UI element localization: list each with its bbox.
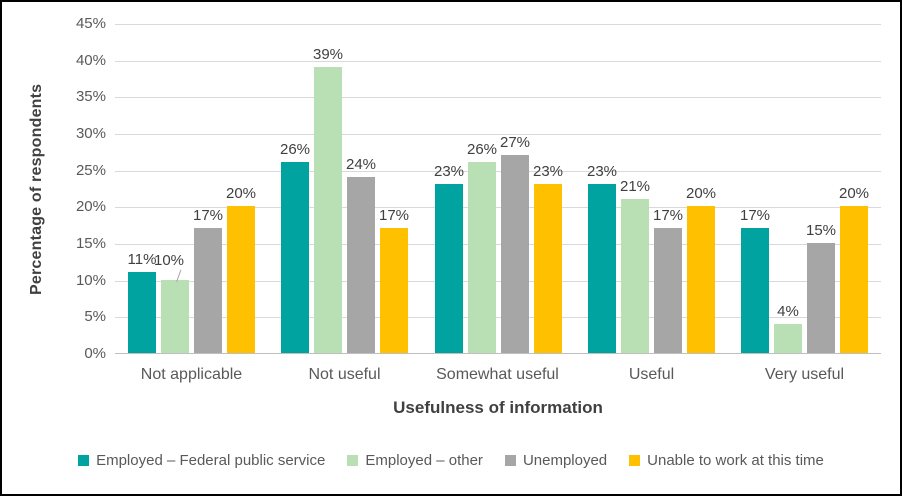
gridline bbox=[115, 134, 881, 135]
bar-not-useful-s2 bbox=[347, 177, 375, 353]
legend-item: Employed – Federal public service bbox=[78, 452, 325, 469]
bar-data-label: 11% bbox=[127, 251, 157, 268]
bar-data-label: 23% bbox=[433, 163, 465, 180]
bar-data-label: 21% bbox=[619, 178, 651, 195]
y-tick-label: 0% bbox=[84, 345, 106, 362]
bar-data-label: 39% bbox=[312, 46, 344, 63]
bar-data-label: 26% bbox=[466, 141, 498, 158]
bar-data-label: 4% bbox=[777, 303, 799, 320]
bar-data-label: 23% bbox=[586, 163, 618, 180]
legend-label: Employed – other bbox=[365, 452, 483, 469]
y-tick-label: 10% bbox=[75, 272, 106, 289]
legend-label: Employed – Federal public service bbox=[96, 452, 326, 469]
legend-item: Unemployed bbox=[504, 452, 608, 469]
x-axis-line bbox=[115, 353, 881, 354]
y-tick-label: 30% bbox=[75, 125, 106, 142]
legend-label: Unemployed bbox=[522, 452, 608, 469]
bar-somewhat-useful-s2 bbox=[501, 155, 529, 353]
bar-data-label: 26% bbox=[279, 141, 311, 158]
legend-swatch bbox=[78, 455, 90, 466]
bar-useful-s2 bbox=[654, 228, 682, 353]
bar-data-label: 17% bbox=[739, 207, 771, 224]
bar-very-useful-s2 bbox=[807, 243, 835, 353]
bar-not-applicable-s3 bbox=[227, 206, 255, 353]
plot-area: 11% 10% 17% 20% 26% 39% 24% 17% 23% 26% 27% 23% 23% 2… bbox=[115, 24, 881, 354]
y-tick-label: 20% bbox=[75, 198, 106, 215]
legend-item: Employed – other bbox=[347, 452, 483, 469]
gridline bbox=[115, 24, 881, 25]
bar-useful-s0 bbox=[588, 184, 616, 353]
bar-data-label: 24% bbox=[345, 156, 377, 173]
bar-somewhat-useful-s0 bbox=[435, 184, 463, 353]
bar-data-label: 17% bbox=[378, 207, 410, 224]
gridline bbox=[115, 61, 881, 62]
bar-not-applicable-s2 bbox=[194, 228, 222, 353]
legend-swatch bbox=[347, 455, 359, 466]
y-tick-label: 35% bbox=[75, 88, 106, 105]
y-tick-label: 45% bbox=[75, 15, 106, 32]
x-category-label: Not useful bbox=[308, 366, 381, 383]
gridline bbox=[115, 207, 881, 208]
y-tick-label: 5% bbox=[84, 308, 106, 325]
bar-not-useful-s0 bbox=[281, 162, 309, 353]
y-tick-label: 25% bbox=[75, 162, 106, 179]
legend-item: Unable to work at this time bbox=[629, 452, 824, 469]
bar-not-useful-s1 bbox=[314, 67, 342, 353]
legend-label: Unable to work at this time bbox=[647, 452, 824, 469]
gridline bbox=[115, 244, 881, 245]
bar-data-label: 17% bbox=[192, 207, 224, 224]
y-tick-label: 15% bbox=[75, 235, 106, 252]
gridline bbox=[115, 281, 881, 282]
bar-somewhat-useful-s1 bbox=[468, 162, 496, 353]
bar-data-label: 23% bbox=[532, 163, 564, 180]
bar-data-label: 15% bbox=[805, 222, 837, 239]
gridline bbox=[115, 171, 881, 172]
x-axis-title: Usefulness of information bbox=[393, 398, 603, 417]
bar-data-label: 20% bbox=[225, 185, 257, 202]
y-axis-title: Percentage of respondents bbox=[28, 83, 45, 295]
bar-very-useful-s3 bbox=[840, 206, 868, 353]
bar-data-label: 27% bbox=[499, 134, 531, 151]
bar-data-label: 20% bbox=[838, 185, 870, 202]
gridline bbox=[115, 317, 881, 318]
x-category-label: Useful bbox=[628, 366, 675, 383]
x-category-label: Somewhat useful bbox=[436, 366, 559, 383]
legend-swatch bbox=[629, 455, 641, 466]
bar-data-label: 20% bbox=[685, 185, 717, 202]
legend-swatch bbox=[504, 455, 516, 466]
bar-data-label: 17% bbox=[652, 207, 684, 224]
y-tick-label: 40% bbox=[75, 52, 106, 69]
bar-very-useful-s1 bbox=[774, 324, 802, 353]
bar-not-useful-s3 bbox=[380, 228, 408, 353]
bar-not-applicable-s1 bbox=[161, 280, 189, 353]
bar-useful-s3 bbox=[687, 206, 715, 353]
x-category-label: Very useful bbox=[764, 366, 845, 383]
bar-not-applicable-s0 bbox=[128, 272, 156, 353]
bar-useful-s1 bbox=[621, 199, 649, 353]
x-category-label: Not applicable bbox=[140, 366, 243, 383]
chart-legend: Employed – Federal public service Employe… bbox=[2, 452, 900, 469]
bar-data-label: 10% bbox=[153, 252, 185, 269]
bar-very-useful-s0 bbox=[741, 228, 769, 353]
bar-somewhat-useful-s3 bbox=[534, 184, 562, 353]
gridline bbox=[115, 97, 881, 98]
